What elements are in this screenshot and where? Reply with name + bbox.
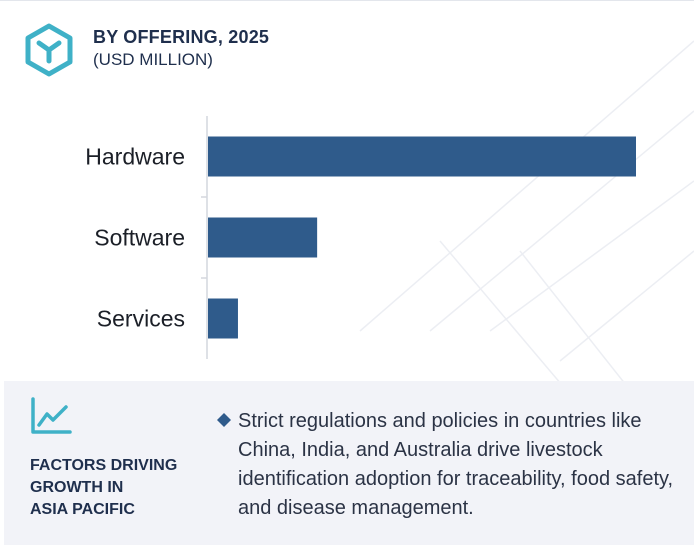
bar-services [208, 298, 238, 339]
category-label-software: Software [94, 225, 185, 251]
diamond-bullet-icon [217, 413, 231, 427]
heading-line-1: FACTORS DRIVING [30, 457, 178, 474]
bar-software [208, 217, 318, 258]
trend-line-icon [31, 397, 72, 434]
bar-hardware [208, 136, 636, 177]
cube-logo-icon [25, 23, 73, 77]
bar-chart: Hardware Software Services [85, 116, 636, 359]
heading-line-2: GROWTH IN [30, 479, 124, 496]
growth-factors-text: Strict regulations and policies in count… [238, 410, 674, 519]
growth-factors-panel: FACTORS DRIVING GROWTH IN ASIA PACIFIC S… [4, 381, 694, 545]
category-label-hardware: Hardware [85, 144, 185, 170]
chart-units: (USD MILLION) [93, 50, 213, 69]
category-label-services: Services [97, 306, 185, 332]
chart-title: BY OFFERING, 2025 [93, 27, 270, 47]
heading-line-3: ASIA PACIFIC [30, 501, 135, 518]
growth-factors-heading: FACTORS DRIVING GROWTH IN ASIA PACIFIC [30, 455, 200, 521]
